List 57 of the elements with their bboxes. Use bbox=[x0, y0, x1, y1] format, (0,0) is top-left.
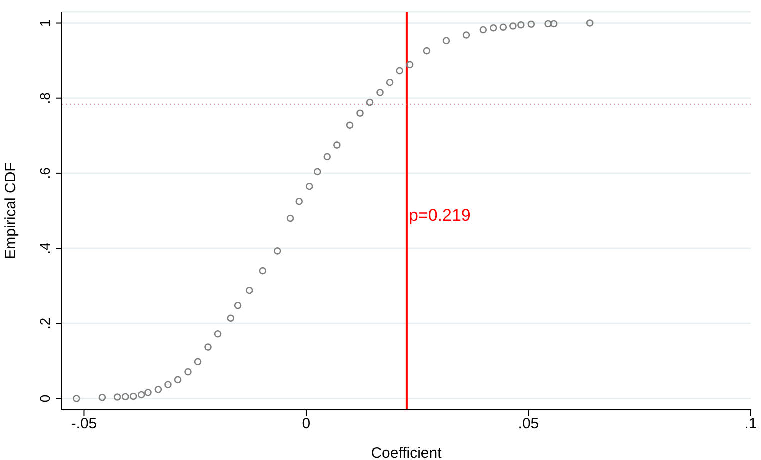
y-tick-label: .2 bbox=[37, 318, 53, 330]
point bbox=[376, 89, 384, 96]
point bbox=[98, 394, 106, 402]
point bbox=[528, 20, 536, 28]
point bbox=[586, 20, 594, 27]
point bbox=[442, 37, 450, 45]
point bbox=[386, 78, 394, 86]
y-tick-label: .6 bbox=[37, 167, 53, 180]
point bbox=[204, 344, 212, 351]
point bbox=[366, 98, 374, 106]
point bbox=[227, 314, 235, 322]
point bbox=[144, 389, 152, 396]
annotation: p=0.219 bbox=[408, 206, 471, 225]
point bbox=[130, 392, 138, 400]
y-tick-label: 0 bbox=[37, 394, 53, 403]
point bbox=[194, 358, 202, 366]
point bbox=[490, 24, 498, 32]
point bbox=[396, 67, 404, 75]
point bbox=[274, 248, 282, 255]
point bbox=[314, 168, 322, 176]
point bbox=[544, 20, 552, 28]
point bbox=[164, 381, 172, 388]
point bbox=[550, 20, 558, 28]
point bbox=[114, 394, 122, 401]
point bbox=[214, 330, 222, 338]
y-tick-label: .8 bbox=[37, 92, 53, 104]
point bbox=[246, 286, 254, 294]
point bbox=[510, 22, 517, 30]
point bbox=[518, 21, 525, 29]
point bbox=[324, 153, 332, 161]
point bbox=[138, 391, 146, 399]
x-tick-label: .05 bbox=[518, 416, 540, 433]
point bbox=[122, 393, 130, 401]
x-tick-label: -.05 bbox=[71, 416, 98, 433]
point bbox=[154, 386, 162, 394]
point bbox=[73, 395, 80, 402]
point bbox=[174, 376, 182, 384]
point bbox=[286, 214, 294, 222]
point bbox=[259, 267, 267, 275]
point bbox=[346, 122, 354, 130]
point bbox=[500, 24, 508, 32]
point bbox=[480, 26, 488, 34]
point bbox=[406, 61, 414, 69]
y-tick-label: 1 bbox=[37, 19, 53, 28]
point bbox=[306, 182, 314, 190]
point bbox=[334, 142, 341, 149]
x-tick-label: 0 bbox=[302, 416, 311, 433]
point bbox=[356, 110, 364, 118]
x-axis-title: Coefficient bbox=[371, 445, 443, 460]
point bbox=[184, 368, 192, 376]
point bbox=[423, 47, 431, 55]
y-tick-label: .4 bbox=[37, 242, 53, 254]
point bbox=[296, 198, 304, 206]
point bbox=[462, 32, 470, 39]
y-axis-title: Empirical CDF bbox=[2, 162, 20, 260]
point bbox=[234, 302, 242, 310]
x-tick-label: .1 bbox=[744, 416, 758, 433]
